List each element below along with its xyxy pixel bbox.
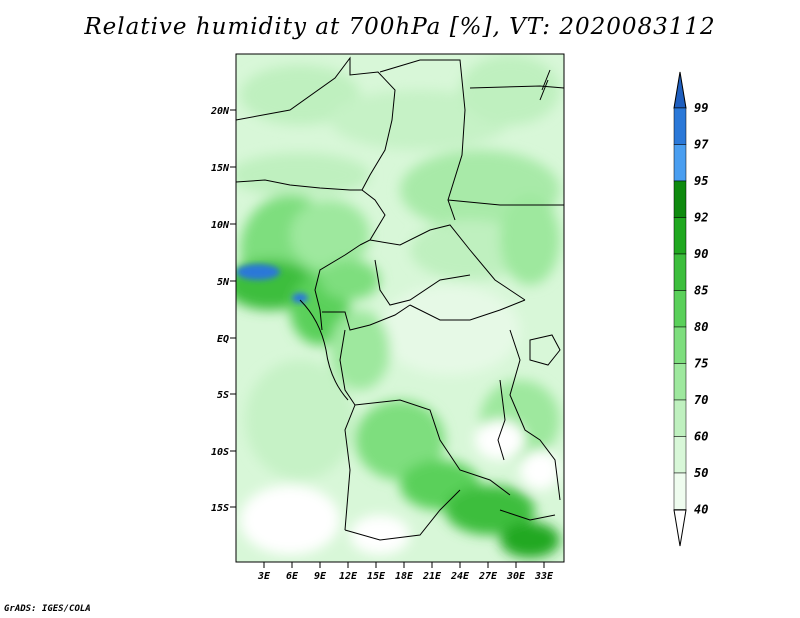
lon-label: 21E xyxy=(422,571,442,582)
colorbar-cell xyxy=(673,436,687,474)
map-frame xyxy=(235,53,565,563)
colorbar-top-arrow xyxy=(673,71,687,109)
colorbar: 99 97 95 92 90 85 80 75 70 60 50 40 xyxy=(673,71,709,547)
colorbar-label: 90 xyxy=(694,247,708,261)
lat-label: EQ xyxy=(217,334,229,345)
lat-label: 15N xyxy=(211,163,230,174)
colorbar-label: 70 xyxy=(694,393,708,407)
colorbar-cell xyxy=(673,472,687,510)
colorbar-cell xyxy=(673,290,687,328)
grads-credit: GrADS: IGES/COLA xyxy=(4,604,91,614)
lon-label: 15E xyxy=(367,571,386,582)
colorbar-cell xyxy=(673,217,687,255)
colorbar-label: 80 xyxy=(694,320,708,334)
colorbar-cell xyxy=(673,144,687,182)
map-title: Relative humidity at 700hPa [%], VT: 202… xyxy=(84,14,716,40)
lon-label: 3E xyxy=(257,571,271,582)
longitude-axis: 3E 6E 9E 12E 15E 18E 21E 24E 27E 30E 33E xyxy=(257,562,554,582)
colorbar-label: 85 xyxy=(694,284,708,298)
colorbar-cell xyxy=(673,363,687,401)
colorbar-cell xyxy=(673,326,687,364)
colorbar-label: 75 xyxy=(694,357,708,371)
colorbar-bottom-arrow xyxy=(673,509,687,547)
colorbar-label: 95 xyxy=(694,174,708,188)
lon-label: 12E xyxy=(339,571,358,582)
colorbar-cell xyxy=(673,253,687,291)
lat-label: 5N xyxy=(217,277,230,288)
lat-label: 10S xyxy=(211,447,229,458)
humidity-field xyxy=(236,54,564,562)
lon-label: 30E xyxy=(506,571,526,582)
lon-label: 24E xyxy=(450,571,470,582)
colorbar-cell xyxy=(673,107,687,145)
lon-label: 33E xyxy=(534,571,554,582)
lon-label: 9E xyxy=(314,571,327,582)
colorbar-label: 60 xyxy=(694,430,708,444)
latitude-axis: 20N 15N 10N 5N EQ 5S 10S 15S xyxy=(210,106,236,514)
colorbar-label: 50 xyxy=(694,466,708,480)
lon-label: 6E xyxy=(286,571,299,582)
colorbar-label: 92 xyxy=(694,211,708,225)
lat-label: 5S xyxy=(217,390,229,401)
lat-label: 15S xyxy=(211,503,229,514)
colorbar-cell xyxy=(673,180,687,218)
lon-label: 27E xyxy=(478,571,498,582)
lat-label: 20N xyxy=(210,106,230,117)
colorbar-cell xyxy=(673,399,687,437)
colorbar-label: 99 xyxy=(694,101,708,115)
colorbar-label: 97 xyxy=(694,138,709,152)
country-boundaries xyxy=(236,56,564,541)
lon-label: 18E xyxy=(395,571,414,582)
colorbar-label: 40 xyxy=(694,503,708,517)
lat-label: 10N xyxy=(211,220,230,231)
